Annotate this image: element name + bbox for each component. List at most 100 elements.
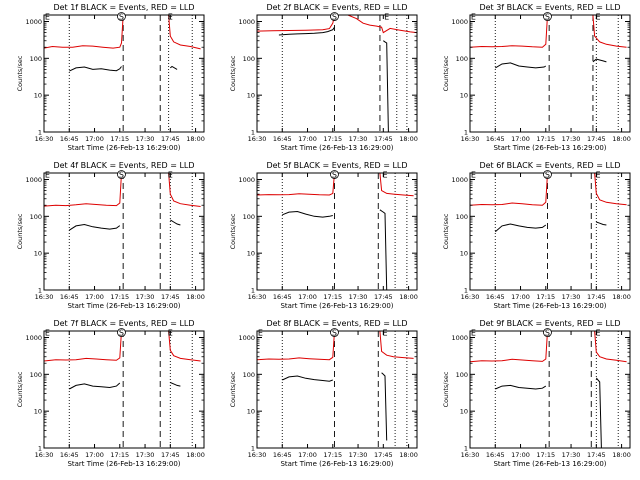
- x-tick-label: 17:45: [161, 293, 180, 301]
- series-group: [470, 331, 627, 448]
- panel-title: Det 6f BLACK = Events, RED = LLD: [479, 161, 620, 170]
- y-axis-label: Counts/sec: [16, 371, 24, 407]
- events-series-line: [379, 209, 388, 290]
- x-tick-label: 17:30: [136, 293, 155, 301]
- x-tick-label: 18:00: [186, 135, 205, 143]
- plot-frame: [256, 330, 418, 449]
- x-tick-label: 17:15: [536, 293, 555, 301]
- start-marker-label: S: [545, 171, 550, 180]
- x-tick-label: 17:30: [349, 135, 368, 143]
- start-marker-circle: [543, 12, 552, 21]
- x-tick-label: 17:15: [110, 451, 129, 459]
- series-group: [257, 15, 417, 132]
- y-tick-label: 1: [251, 287, 255, 295]
- start-marker-label: S: [545, 329, 550, 338]
- x-tick-label: 18:00: [186, 293, 205, 301]
- y-tick-label: 1: [464, 129, 468, 137]
- events-series-line: [170, 219, 181, 226]
- y-tick-label: 1000: [25, 176, 42, 184]
- events-series-line: [381, 372, 388, 441]
- detector-panel-1: Det 1f BLACK = Events, RED = LLD 16:30 16:…: [16, 3, 205, 152]
- y-tick-label: 100: [243, 213, 255, 221]
- x-tick-label: 17:15: [110, 293, 129, 301]
- start-marker-circle: [117, 12, 126, 21]
- events-series-line: [383, 40, 389, 132]
- x-tick-label: 17:15: [536, 135, 555, 143]
- y-tick-label: 10: [247, 92, 255, 100]
- detector-panel-4: Det 4f BLACK = Events, RED = LLD 16:30 16:…: [16, 161, 205, 310]
- plot-frame: [469, 172, 631, 291]
- end-marker-label: E: [595, 13, 600, 22]
- x-tick-label: 16:45: [60, 293, 79, 301]
- lld-series-line: [379, 173, 414, 197]
- x-tick-label: 17:00: [511, 293, 530, 301]
- y-tick-label: 10: [34, 408, 42, 416]
- y-axis-label: Counts/sec: [16, 55, 24, 91]
- x-tick-label: 17:45: [374, 451, 393, 459]
- x-tick-label: 17:30: [349, 451, 368, 459]
- events-series-line: [69, 223, 121, 231]
- start-marker-circle: [117, 170, 126, 179]
- x-tick-label: 17:45: [374, 135, 393, 143]
- x-axis-label: Start Time (26-Feb-13 16:29:00): [67, 460, 180, 468]
- series-group: [257, 173, 414, 290]
- end-marker-label: E: [595, 171, 600, 180]
- start-marker-circle: [543, 170, 552, 179]
- x-tick-label: 17:00: [298, 451, 317, 459]
- lld-series-line: [470, 173, 548, 206]
- x-tick-label: 17:45: [587, 135, 606, 143]
- series-group: [257, 331, 414, 441]
- start-marker-circle: [330, 328, 339, 337]
- end-marker-label: E: [168, 171, 173, 180]
- x-tick-label: 17:00: [85, 451, 104, 459]
- x-tick-label: 16:45: [60, 135, 79, 143]
- detector-panel-6: Det 6f BLACK = Events, RED = LLD 16:30 16:…: [442, 161, 631, 310]
- x-tick-label: 17:30: [136, 135, 155, 143]
- x-tick-label: 18:00: [186, 451, 205, 459]
- panel-title: Det 4f BLACK = Events, RED = LLD: [53, 161, 194, 170]
- x-tick-label: 17:45: [161, 451, 180, 459]
- lld-series-line: [257, 15, 335, 32]
- detector-panel-7: Det 7f BLACK = Events, RED = LLD 16:30 16:…: [16, 319, 205, 468]
- y-axis-label: Counts/sec: [16, 213, 24, 249]
- y-axis-label: Counts/sec: [442, 55, 450, 91]
- end-marker-label: E: [45, 171, 50, 180]
- y-tick-label: 10: [247, 408, 255, 416]
- x-tick-label: 17:30: [136, 451, 155, 459]
- plot-frame: [469, 14, 631, 133]
- x-tick-label: 17:15: [536, 451, 555, 459]
- events-series-line: [69, 382, 121, 390]
- panel-title: Det 5f BLACK = Events, RED = LLD: [266, 161, 407, 170]
- y-tick-label: 10: [460, 250, 468, 258]
- lld-series-line: [168, 15, 201, 50]
- y-tick-label: 10: [460, 408, 468, 416]
- detector-panel-9: Det 9f BLACK = Events, RED = LLD 16:30 16:…: [442, 319, 631, 468]
- end-marker-label: E: [168, 13, 173, 22]
- x-tick-label: 18:00: [399, 293, 418, 301]
- end-marker-label: E: [45, 13, 50, 22]
- x-tick-label: 16:45: [486, 451, 505, 459]
- y-tick-label: 10: [247, 250, 255, 258]
- series-group: [470, 15, 627, 69]
- y-tick-label: 1: [38, 445, 42, 453]
- x-tick-label: 16:45: [273, 451, 292, 459]
- x-tick-label: 18:00: [612, 293, 631, 301]
- x-tick-label: 17:45: [374, 293, 393, 301]
- lld-series-line: [44, 173, 122, 207]
- x-axis-label: Start Time (26-Feb-13 16:29:00): [67, 144, 180, 152]
- series-group: [44, 331, 201, 390]
- x-axis-label: Start Time (26-Feb-13 16:29:00): [280, 144, 393, 152]
- lld-series-line: [379, 331, 414, 359]
- x-tick-label: 16:30: [248, 451, 267, 459]
- x-axis-label: Start Time (26-Feb-13 16:29:00): [280, 460, 393, 468]
- y-tick-label: 1: [251, 129, 255, 137]
- y-tick-label: 1000: [25, 334, 42, 342]
- lld-series-line: [168, 173, 201, 207]
- events-series-line: [494, 223, 547, 233]
- y-tick-label: 100: [456, 55, 468, 63]
- x-tick-label: 17:15: [323, 451, 342, 459]
- detector-panel-8: Det 8f BLACK = Events, RED = LLD 16:30 16:…: [229, 319, 418, 468]
- events-series-line: [495, 62, 547, 69]
- y-tick-label: 100: [30, 55, 42, 63]
- y-tick-label: 1000: [238, 334, 255, 342]
